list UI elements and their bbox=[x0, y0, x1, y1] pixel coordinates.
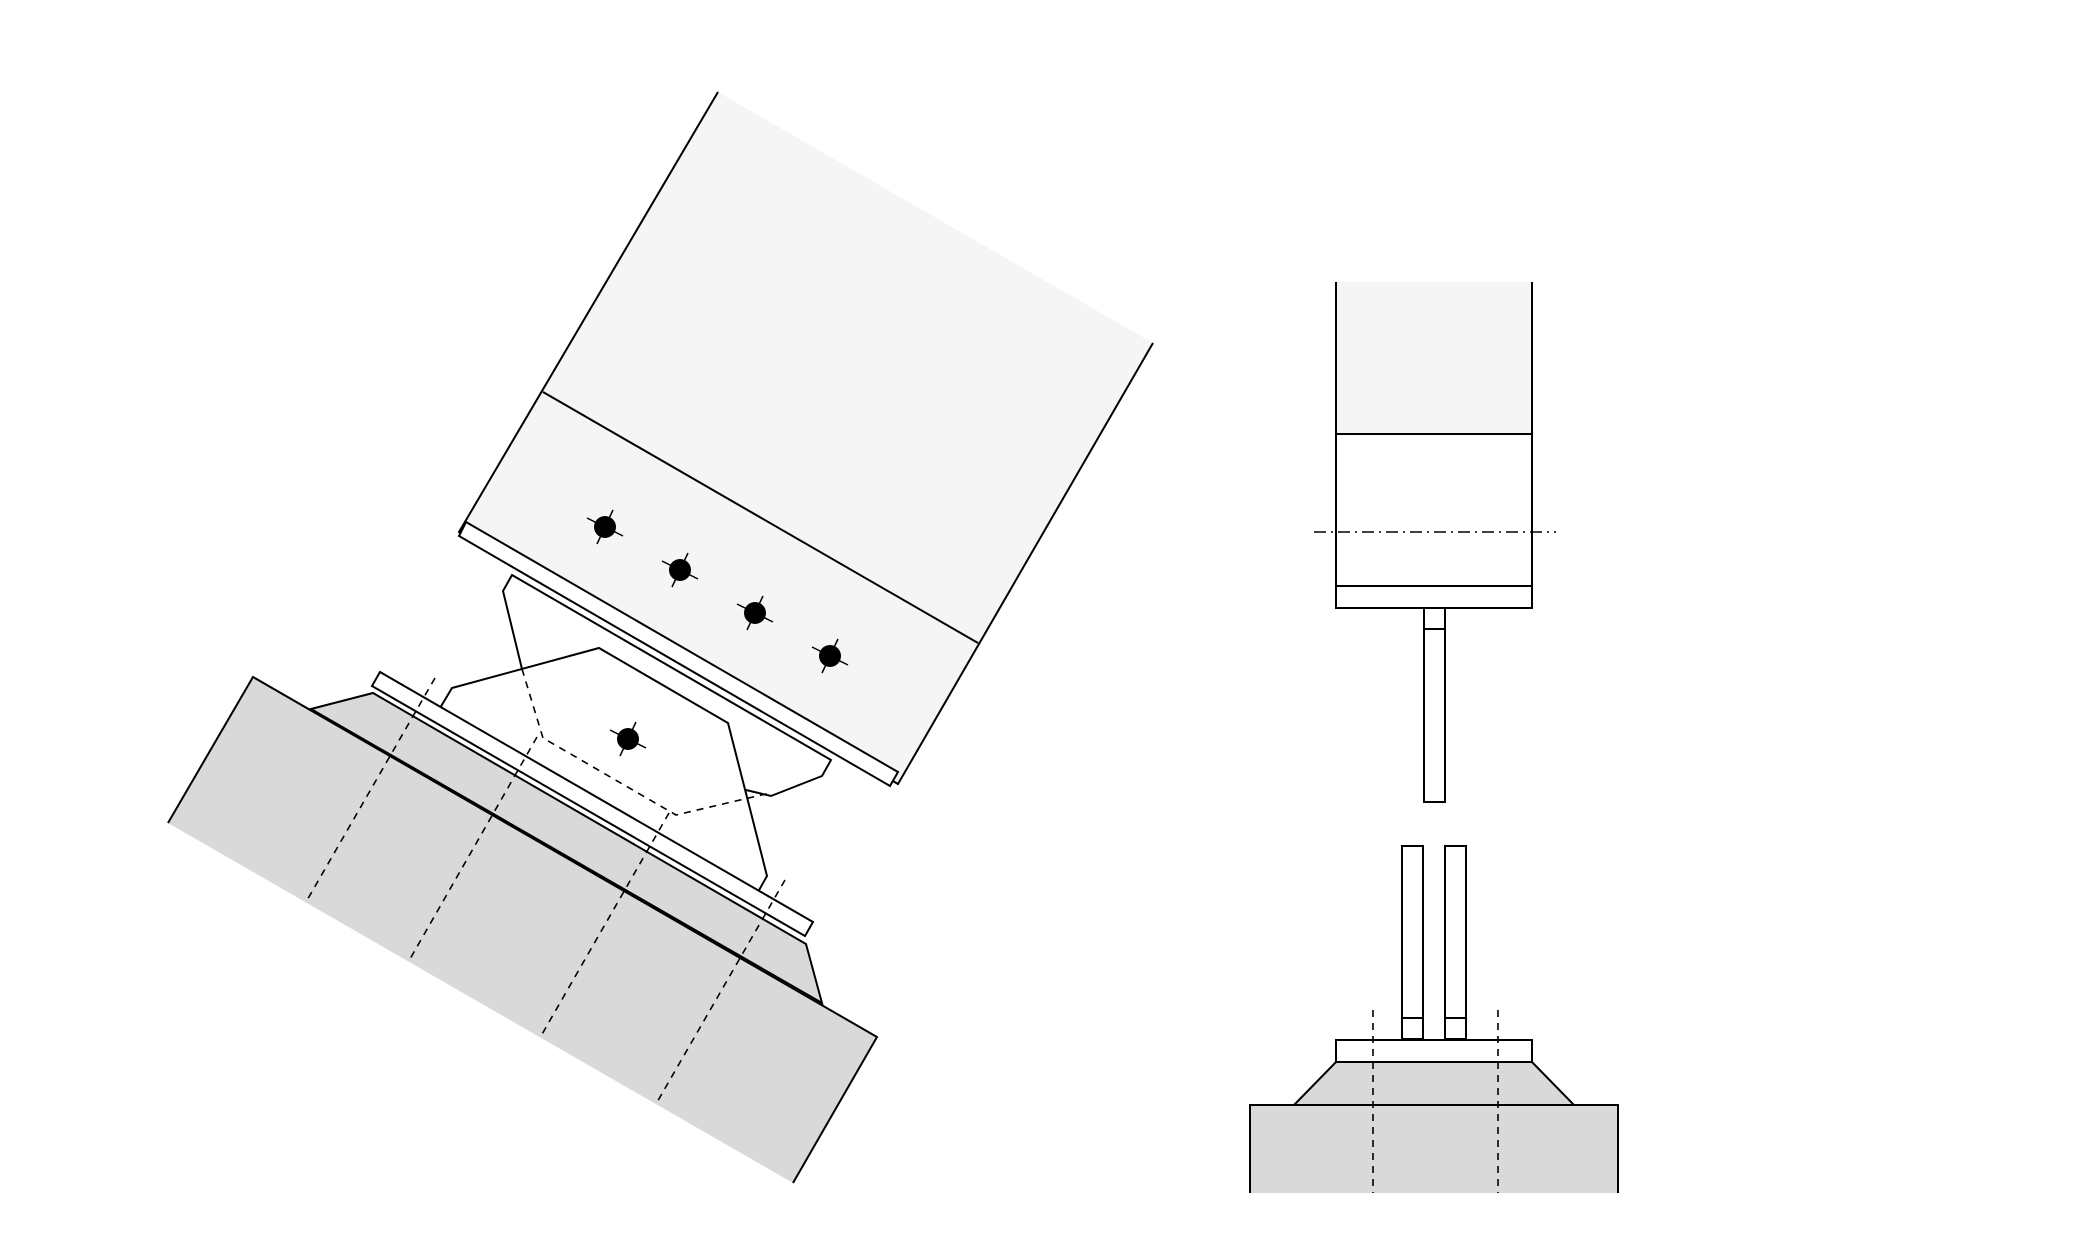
side-bearing-pad bbox=[1291, 1061, 1577, 1106]
side-upper-hinge-plate bbox=[1423, 607, 1446, 803]
side-base-member-outline bbox=[1249, 1104, 1619, 1193]
inclined-lower-base-plate bbox=[370, 670, 815, 938]
hinge-pin-bolt bbox=[609, 721, 647, 757]
inclined-anchor-hidden-lines bbox=[305, 677, 786, 1105]
upper-bolt-row bbox=[586, 509, 849, 674]
side-section-view bbox=[1249, 282, 1619, 1193]
inclined-base-member-outline bbox=[167, 675, 879, 1184]
bolt-4 bbox=[811, 638, 849, 674]
inclined-connection-view bbox=[167, 91, 1154, 1184]
inclined-bearing-pad bbox=[308, 691, 824, 1006]
bolt-2 bbox=[661, 552, 699, 588]
side-lower-hinge-plate-left bbox=[1401, 845, 1424, 1040]
side-upper-member bbox=[1336, 282, 1532, 434]
side-base-member bbox=[1250, 1105, 1618, 1193]
inclined-upper-end-plate bbox=[457, 520, 900, 788]
inclined-upper-member bbox=[459, 92, 1153, 784]
bolt-3 bbox=[736, 595, 774, 631]
side-base-plate bbox=[1335, 1039, 1533, 1063]
inclined-base-member bbox=[168, 677, 877, 1183]
gusset-hidden-edges bbox=[521, 668, 771, 816]
inclined-upper-member-section-line bbox=[542, 391, 979, 644]
bolt-1 bbox=[586, 509, 624, 545]
side-lower-hinge-plate-right bbox=[1444, 845, 1467, 1040]
